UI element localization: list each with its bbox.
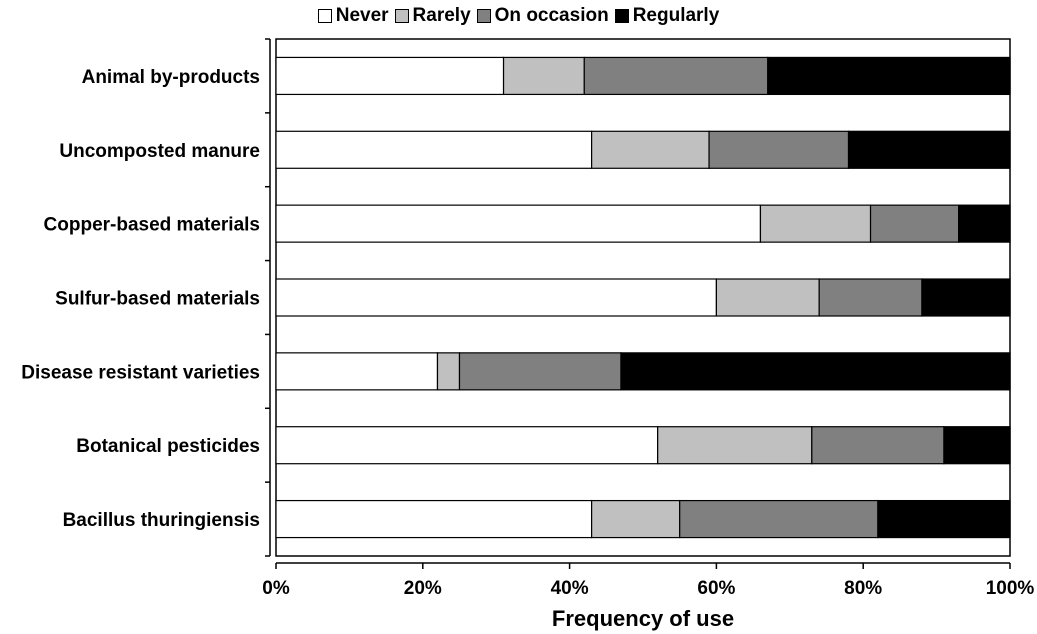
x-tick-label: 100% (986, 578, 1035, 599)
legend-label-on-occasion: On occasion (494, 5, 609, 26)
bar-never-4 (275, 352, 439, 391)
y-tick-label: Sulfur-based materials (55, 289, 260, 310)
y-tick-label: Bacillus thuringiensis (63, 510, 260, 531)
bar-rarely-4 (436, 352, 461, 391)
bar-regularly-4 (620, 352, 1011, 391)
legend-swatch-rarely (394, 9, 409, 23)
bar-never-6 (275, 499, 593, 539)
x-tick-label: 0% (262, 578, 290, 599)
legend-label-regularly: Regularly (632, 5, 720, 26)
bar-never-2 (275, 204, 762, 243)
legend-swatch-regularly (614, 9, 629, 23)
x-tick-label: 80% (844, 578, 882, 599)
bar-regularly-0 (767, 56, 1011, 96)
bar-regularly-5 (943, 426, 1011, 465)
bar-regularly-6 (877, 499, 1011, 539)
bar-never-0 (275, 56, 505, 96)
y-tick-label: Copper-based materials (44, 215, 260, 236)
bar-rarely-0 (502, 56, 585, 96)
legend-swatch-on-occasion (476, 9, 491, 23)
bar-on-occasion-6 (679, 499, 879, 539)
legend-label-rarely: Rarely (412, 5, 471, 26)
x-axis-title: Frequency of use (551, 606, 735, 631)
bar-rarely-2 (759, 204, 872, 243)
bar-on-occasion-3 (818, 278, 923, 317)
x-tick-label: 40% (551, 578, 589, 599)
bar-rarely-6 (591, 499, 681, 539)
legend-label-never: Never (335, 5, 389, 26)
y-tick-label: Uncomposted manure (59, 141, 260, 162)
bar-rarely-1 (591, 130, 710, 169)
x-tick-label: 20% (404, 578, 442, 599)
legend-item-regularly: Regularly (614, 5, 720, 27)
bar-on-occasion-2 (869, 204, 960, 243)
bar-regularly-1 (847, 130, 1011, 169)
bar-regularly-3 (921, 278, 1011, 317)
legend-item-on-occasion: On occasion (476, 5, 609, 27)
y-tick-label: Disease resistant varieties (21, 362, 260, 383)
legend-item-never: Never (317, 5, 389, 27)
bar-on-occasion-0 (583, 56, 769, 96)
bar-rarely-5 (657, 426, 813, 465)
y-tick-label: Animal by-products (82, 67, 260, 88)
y-tick-label: Botanical pesticides (76, 436, 260, 457)
bar-rarely-3 (715, 278, 820, 317)
bar-never-5 (275, 426, 659, 465)
chart-legend: Never Rarely On occasion Regularly (0, 5, 1037, 27)
bar-never-1 (275, 130, 593, 169)
x-tick-label: 60% (697, 578, 735, 599)
bar-never-3 (275, 278, 717, 317)
bar-on-occasion-1 (708, 130, 850, 169)
bar-on-occasion-5 (811, 426, 945, 465)
legend-item-rarely: Rarely (394, 5, 471, 27)
legend-swatch-never (317, 9, 332, 23)
bar-regularly-2 (958, 204, 1011, 243)
bar-on-occasion-4 (458, 352, 622, 391)
